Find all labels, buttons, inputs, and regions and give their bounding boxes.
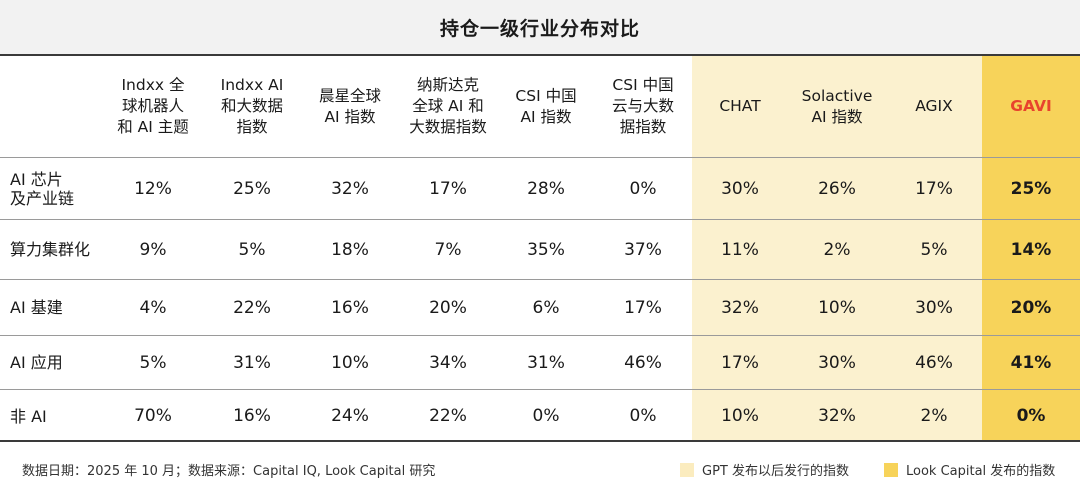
table-cell-gavi: 14% — [982, 219, 1080, 280]
legend-item-look-capital: Look Capital 发布的指数 — [884, 460, 1055, 479]
table-cell: 16% — [202, 389, 302, 442]
table-cell: 5% — [202, 219, 302, 280]
table-cell-gavi: 0% — [982, 389, 1080, 442]
table-cell: 12% — [104, 157, 202, 220]
table-bottom-rule — [0, 440, 1080, 442]
table-cell: 31% — [498, 335, 594, 390]
table-cell: 46% — [594, 335, 692, 390]
legend-label: GPT 发布以后发行的指数 — [702, 464, 849, 479]
table-cell: 20% — [398, 279, 498, 336]
table-cell: 28% — [498, 157, 594, 220]
row-label: AI 基建 — [0, 279, 104, 336]
table-cell: 26% — [788, 157, 886, 220]
column-header: 纳斯达克 全球 AI 和 大数据指数 — [409, 76, 487, 136]
column-header: CHAT — [719, 97, 761, 115]
table-cell: 17% — [692, 335, 788, 390]
table-title: 持仓一级行业分布对比 — [0, 0, 1080, 56]
table-cell: 11% — [692, 219, 788, 280]
table-cell: 32% — [692, 279, 788, 336]
table-cell: 10% — [302, 335, 398, 390]
table-row: 非 AI 70% 16% 24% 22% 0% 0% 10% 32% 2% 0% — [0, 389, 1080, 442]
column-header: CSI 中国 AI 指数 — [515, 86, 577, 126]
legend-label: Look Capital 发布的指数 — [906, 464, 1056, 479]
table-cell: 18% — [302, 219, 398, 280]
legend-swatch — [884, 462, 898, 477]
table-cell: 25% — [202, 157, 302, 220]
table-cell: 30% — [788, 335, 886, 390]
table-cell: 10% — [788, 279, 886, 336]
table-cell: 22% — [202, 279, 302, 336]
column-header-gavi: GAVI — [1010, 97, 1052, 115]
column-header: 晨星全球 AI 指数 — [318, 86, 381, 126]
table-cell: 6% — [498, 279, 594, 336]
row-label: AI 芯片 及产业链 — [0, 157, 104, 220]
table-row: 算力集群化 9% 5% 18% 7% 35% 37% 11% 2% 5% 14% — [0, 219, 1080, 280]
column-header: Indxx 全 球机器人 和 AI 主题 — [117, 76, 189, 136]
table-row: AI 基建 4% 22% 16% 20% 6% 17% 32% 10% 30% … — [0, 279, 1080, 336]
table-cell: 24% — [302, 389, 398, 442]
table-cell: 16% — [302, 279, 398, 336]
table-row: AI 芯片 及产业链 12% 25% 32% 17% 28% 0% 30% 26… — [0, 157, 1080, 220]
source-note: 数据日期：2025 年 10 月；数据来源：Capital IQ, Look C… — [22, 464, 436, 479]
table-cell: 70% — [104, 389, 202, 442]
table-cell: 32% — [302, 157, 398, 220]
table-cell: 17% — [594, 279, 692, 336]
table-cell: 7% — [398, 219, 498, 280]
table-cell: 5% — [886, 219, 982, 280]
table-cell: 22% — [398, 389, 498, 442]
table-cell: 0% — [594, 157, 692, 220]
table-cell: 5% — [104, 335, 202, 390]
table-cell: 30% — [692, 157, 788, 220]
column-header: CSI 中国 云与大数 据指数 — [611, 76, 674, 136]
row-label: 算力集群化 — [0, 219, 104, 280]
column-header — [0, 56, 104, 158]
table-cell: 35% — [498, 219, 594, 280]
table-cell: 37% — [594, 219, 692, 280]
sector-distribution-table: Indxx 全 球机器人 和 AI 主题 Indxx AI 和大数据 指数 晨星… — [0, 56, 1080, 442]
table-cell: 9% — [104, 219, 202, 280]
table-row: AI 应用 5% 31% 10% 34% 31% 46% 17% 30% 46%… — [0, 335, 1080, 390]
table-cell: 31% — [202, 335, 302, 390]
table-cell: 46% — [886, 335, 982, 390]
table-cell: 0% — [594, 389, 692, 442]
table-cell-gavi: 41% — [982, 335, 1080, 390]
table-cell: 30% — [886, 279, 982, 336]
header-row: Indxx 全 球机器人 和 AI 主题 Indxx AI 和大数据 指数 晨星… — [0, 56, 1080, 158]
table-cell: 2% — [886, 389, 982, 442]
row-label: 非 AI — [0, 389, 104, 442]
row-label: AI 应用 — [0, 335, 104, 390]
legend-swatch — [680, 462, 694, 477]
column-header: Solactive AI 指数 — [801, 86, 873, 126]
table-cell: 2% — [788, 219, 886, 280]
table-cell: 4% — [104, 279, 202, 336]
table-cell: 32% — [788, 389, 886, 442]
column-header: AGIX — [915, 97, 953, 115]
table-cell: 0% — [498, 389, 594, 442]
table-cell: 17% — [886, 157, 982, 220]
legend-item-gpt: GPT 发布以后发行的指数 — [680, 460, 849, 479]
table-cell: 17% — [398, 157, 498, 220]
table-cell-gavi: 20% — [982, 279, 1080, 336]
table-cell: 10% — [692, 389, 788, 442]
table-cell-gavi: 25% — [982, 157, 1080, 220]
table-cell: 34% — [398, 335, 498, 390]
column-header: Indxx AI 和大数据 指数 — [220, 76, 284, 136]
footer: 数据日期：2025 年 10 月；数据来源：Capital IQ, Look C… — [0, 442, 1080, 493]
